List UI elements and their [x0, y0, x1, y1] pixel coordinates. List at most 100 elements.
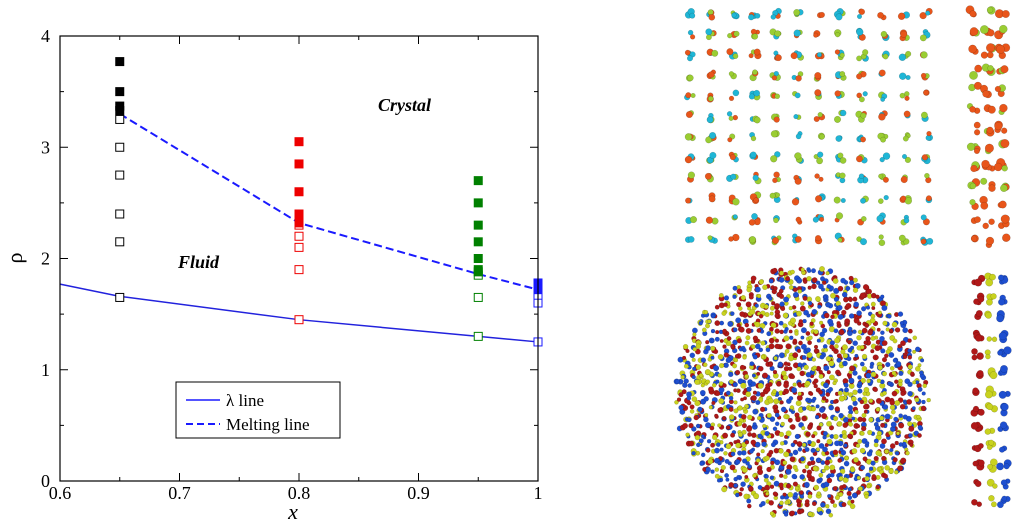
molecule-cluster — [830, 414, 839, 422]
molecule-bead — [723, 450, 728, 456]
molecule-cluster — [852, 370, 862, 380]
molecule-cluster — [870, 370, 879, 380]
molecule-bead — [819, 133, 825, 140]
molecule-bead — [766, 412, 772, 419]
molecule-bead — [810, 406, 817, 412]
molecule-bead — [1000, 479, 1008, 486]
molecule-cluster — [685, 110, 695, 119]
molecule-bead — [828, 360, 835, 367]
molecule-cluster — [899, 319, 908, 329]
molecule-cluster — [762, 423, 769, 431]
molecule-cluster — [718, 292, 730, 302]
molecule-bead — [700, 357, 707, 363]
molecule-cluster — [810, 465, 820, 472]
molecule-bead — [762, 284, 768, 291]
molecule-bead — [792, 382, 797, 387]
molecule-bead — [898, 370, 904, 377]
molecule-bead — [806, 313, 811, 318]
molecule-bead — [804, 446, 810, 453]
molecule-cluster — [752, 171, 762, 185]
molecule-bead — [744, 373, 749, 379]
molecule-cluster — [772, 171, 782, 184]
molecule-bead — [920, 405, 927, 412]
molecule-bead — [764, 430, 770, 437]
molecule-cluster — [774, 328, 784, 335]
molecule-bead — [818, 389, 823, 395]
molecule-bead — [836, 304, 843, 311]
molecule-cluster — [724, 458, 732, 466]
molecule-cluster — [867, 311, 876, 319]
molecule-bead — [760, 449, 765, 454]
molecule-cluster — [706, 69, 717, 80]
molecule-cluster — [783, 326, 793, 334]
molecule-cluster — [733, 489, 743, 498]
filled-square-point — [473, 198, 483, 208]
molecule-bead — [997, 274, 1005, 281]
molecule-bead — [862, 49, 869, 56]
molecule-cluster — [710, 467, 720, 474]
molecule-bead — [900, 457, 907, 464]
molecule-bead — [882, 320, 888, 326]
molecule-bead — [734, 369, 741, 376]
molecule-bead — [856, 28, 864, 36]
molecule-cluster — [765, 361, 775, 372]
molecule-bead — [986, 51, 994, 59]
molecule-cluster — [840, 277, 849, 285]
molecule-cluster — [853, 422, 861, 429]
molecule-bead — [792, 464, 798, 470]
molecule-cluster — [765, 343, 775, 353]
molecule-bead — [897, 12, 906, 21]
molecule-bead — [715, 329, 720, 335]
molecule-bead — [742, 396, 748, 401]
molecule-bead — [773, 70, 779, 77]
molecule-bead — [877, 198, 884, 204]
molecule-bead — [860, 465, 866, 471]
molecule-cluster — [754, 310, 766, 319]
molecule-bead — [841, 483, 847, 489]
molecule-cluster — [793, 114, 802, 120]
molecule-bead — [902, 327, 909, 334]
molecule-bead — [843, 382, 849, 388]
molecule-bead — [685, 110, 693, 119]
molecule-bead — [779, 400, 784, 405]
molecule-bead — [705, 447, 711, 453]
molecule-cluster — [970, 216, 981, 225]
molecule-cluster — [702, 466, 711, 475]
molecule-cluster — [838, 395, 849, 402]
molecule-bead — [899, 320, 905, 326]
molecule-bead — [761, 441, 767, 448]
molecule-bead — [895, 431, 901, 436]
molecule-bead — [772, 369, 778, 375]
molecule-bead — [747, 414, 753, 421]
molecule-bead — [924, 172, 930, 179]
molecule-cluster — [738, 413, 747, 424]
molecule-cluster — [886, 380, 895, 388]
molecule-cluster — [762, 489, 770, 498]
molecule-bead — [717, 423, 722, 428]
molecule-bead — [793, 9, 801, 16]
molecule-bead — [818, 477, 823, 482]
molecule-cluster — [816, 336, 825, 343]
molecule-bead — [808, 335, 813, 340]
molecule-bead — [772, 491, 778, 497]
molecule-bead — [984, 143, 994, 153]
molecule-bead — [810, 475, 815, 481]
molecule-bead — [703, 309, 709, 315]
molecule-cluster — [998, 103, 1008, 116]
molecule-bead — [709, 131, 717, 140]
molecule-bead — [712, 365, 720, 372]
molecule-bead — [710, 345, 716, 352]
x-tick-label: 0.9 — [407, 483, 430, 503]
molecule-bead — [711, 400, 716, 406]
molecule-cluster — [792, 379, 803, 388]
molecule-cluster — [878, 234, 886, 247]
molecule-bead — [882, 53, 889, 60]
molecule-bead — [833, 328, 839, 334]
molecule-bead — [873, 442, 879, 448]
molecule-bead — [744, 439, 750, 445]
molecule-cluster — [794, 412, 801, 423]
molecule-cluster — [875, 310, 884, 319]
molecule-bead — [678, 392, 684, 398]
molecule-bead — [732, 214, 738, 220]
